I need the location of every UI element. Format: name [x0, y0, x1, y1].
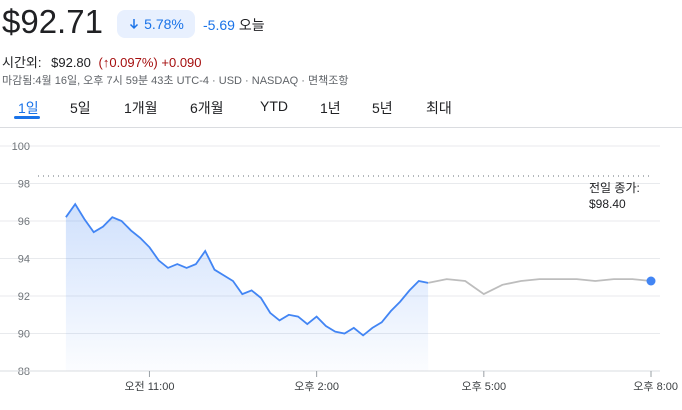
price: $92.71 — [2, 3, 103, 40]
previous-close-value: $98.40 — [589, 197, 626, 211]
after-hours-label: 시간외: — [2, 55, 42, 70]
y-tick-label: 94 — [18, 254, 30, 266]
active-tab-indicator — [14, 116, 40, 119]
after-hours-price: $92.80 — [51, 55, 91, 70]
y-tick-label: 90 — [18, 329, 30, 341]
after-hours-change: +0.090 — [161, 55, 202, 70]
tab-1d[interactable]: 1일 — [18, 100, 39, 116]
y-tick-label: 92 — [18, 291, 30, 303]
tab-max[interactable]: 최대 — [426, 100, 452, 116]
x-tick-label: 오후 2:00 — [294, 380, 339, 393]
price-chart[interactable]: 100 98 96 94 92 90 88 전일 종가: $98.40 오전 11:00 오후… — [0, 130, 682, 410]
y-tick-label: 96 — [18, 216, 30, 228]
market-meta: 마감됨:4월 16일, 오후 7시 59분 43초 UTC-4 · USD · … — [2, 75, 349, 87]
regular-session-area — [65, 204, 429, 371]
change-percent: 5.78% — [144, 16, 184, 32]
after-hours: 시간외: $92.80 (↑0.097%) +0.090 — [2, 52, 202, 71]
regular-session-line — [65, 202, 429, 337]
x-tick-label: 오전 11:00 — [124, 380, 174, 393]
after-hours-line — [427, 278, 652, 296]
divider — [0, 127, 682, 128]
y-tick-label: 100 — [12, 141, 30, 153]
tab-1m[interactable]: 1개월 — [124, 100, 158, 116]
y-tick-label: 88 — [18, 366, 30, 378]
tab-6m[interactable]: 6개월 — [190, 100, 224, 116]
arrow-down-icon — [130, 19, 139, 30]
change-pill: 5.78% — [117, 10, 195, 38]
change-absolute: -5.69 — [203, 17, 235, 33]
last-price-dot — [646, 276, 656, 286]
tab-5y[interactable]: 5년 — [372, 100, 393, 116]
x-tick-label: 오후 5:00 — [461, 380, 506, 393]
tab-ytd[interactable]: YTD — [260, 98, 288, 114]
tab-5d[interactable]: 5일 — [70, 100, 91, 116]
today-label: 오늘 — [238, 17, 265, 33]
range-tabs: 1일 5일 1개월 6개월 YTD 1년 5년 최대 — [0, 98, 682, 122]
after-hours-percent: (↑0.097%) — [98, 55, 158, 70]
previous-close-label: 전일 종가: — [589, 181, 640, 195]
day-change: -5.69 오늘 — [203, 15, 265, 35]
x-tick-label: 오후 8:00 — [633, 380, 678, 393]
tab-1y[interactable]: 1년 — [320, 100, 341, 116]
y-tick-label: 98 — [18, 179, 30, 191]
